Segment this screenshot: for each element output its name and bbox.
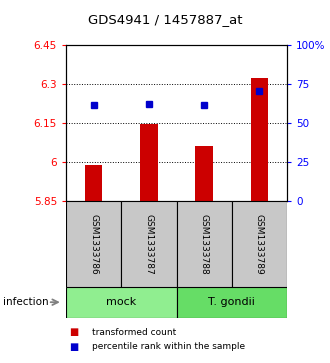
Bar	[66, 287, 177, 318]
Text: transformed count: transformed count	[92, 328, 177, 337]
Text: GSM1333787: GSM1333787	[145, 214, 153, 274]
Bar	[250, 78, 268, 201]
Text: GSM1333789: GSM1333789	[255, 214, 264, 274]
Text: GSM1333788: GSM1333788	[200, 214, 209, 274]
Text: mock: mock	[106, 297, 136, 307]
Text: GSM1333786: GSM1333786	[89, 214, 98, 274]
Text: T. gondii: T. gondii	[208, 297, 255, 307]
Bar	[232, 201, 287, 287]
Text: GDS4941 / 1457887_at: GDS4941 / 1457887_at	[88, 13, 242, 26]
Bar	[177, 201, 232, 287]
Text: ■: ■	[69, 342, 79, 352]
Bar	[66, 201, 121, 287]
Bar	[85, 165, 103, 201]
Bar	[195, 146, 213, 201]
Text: percentile rank within the sample: percentile rank within the sample	[92, 342, 246, 351]
Text: ■: ■	[69, 327, 79, 337]
Bar	[121, 201, 177, 287]
Bar	[177, 287, 287, 318]
Bar	[140, 124, 158, 201]
Text: infection: infection	[3, 297, 49, 307]
